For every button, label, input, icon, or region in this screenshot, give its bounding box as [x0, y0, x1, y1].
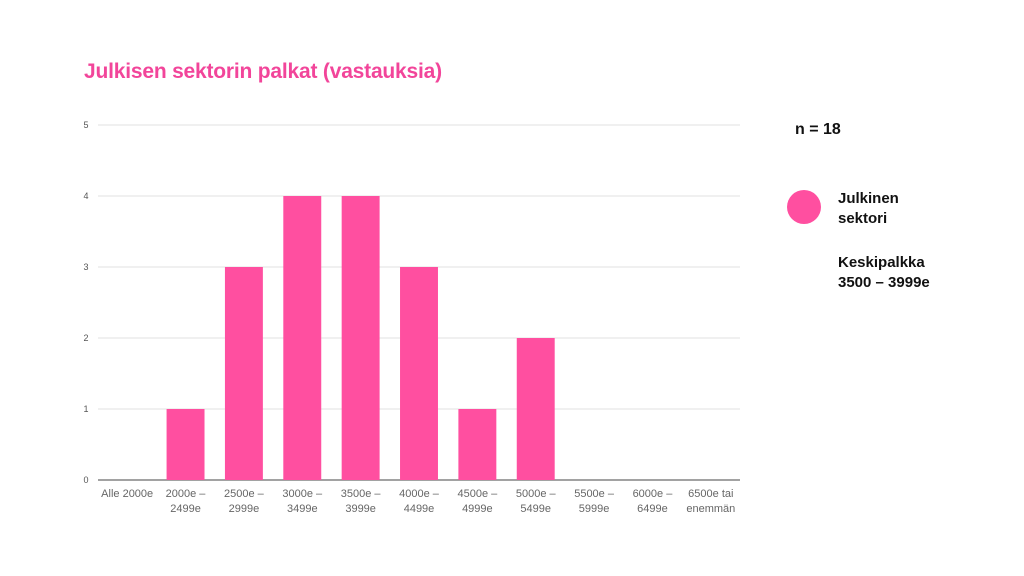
bar [341, 196, 380, 480]
x-tick-label: 2000e –2499e [166, 488, 207, 515]
x-tick-label: 6000e –6499e [633, 488, 674, 515]
x-tick-label: 5500e –5999e [574, 488, 615, 515]
bar [283, 196, 322, 480]
y-tick-label: 3 [83, 262, 88, 272]
average-salary-value: 3500 – 3999e [838, 274, 930, 291]
x-tick-label: 4000e –4499e [399, 488, 440, 515]
x-tick-label: 5000e –5499e [516, 488, 557, 515]
y-tick-label: 2 [83, 333, 88, 343]
y-tick-label: 4 [83, 191, 88, 201]
bar [224, 267, 263, 480]
chart-title: Julkisen sektorin palkat (vastauksia) [84, 60, 442, 83]
bar [400, 267, 438, 480]
x-tick-label: 2500e –2999e [224, 488, 265, 515]
y-tick-label: 0 [83, 475, 88, 485]
bar [516, 338, 555, 480]
average-salary-title: Keskipalkka [838, 254, 925, 271]
average-salary-note: Keskipalkka 3500 – 3999e [838, 253, 988, 293]
x-tick-label: 3000e –3499e [282, 488, 323, 515]
legend-swatch [787, 190, 821, 224]
x-tick-label: 6500e tai enemmän [686, 488, 735, 515]
x-tick-label: Alle 2000e [101, 488, 153, 500]
y-tick-label: 5 [83, 120, 88, 130]
sample-size-label: n = 18 [795, 121, 841, 138]
y-tick-label: 1 [83, 404, 88, 414]
bar [166, 409, 205, 480]
x-tick-label: 4500e –4999e [457, 488, 498, 515]
bar [458, 409, 497, 480]
legend-label: Julkinen sektori [838, 190, 899, 227]
x-tick-label: 3500e –3999e [341, 488, 382, 515]
